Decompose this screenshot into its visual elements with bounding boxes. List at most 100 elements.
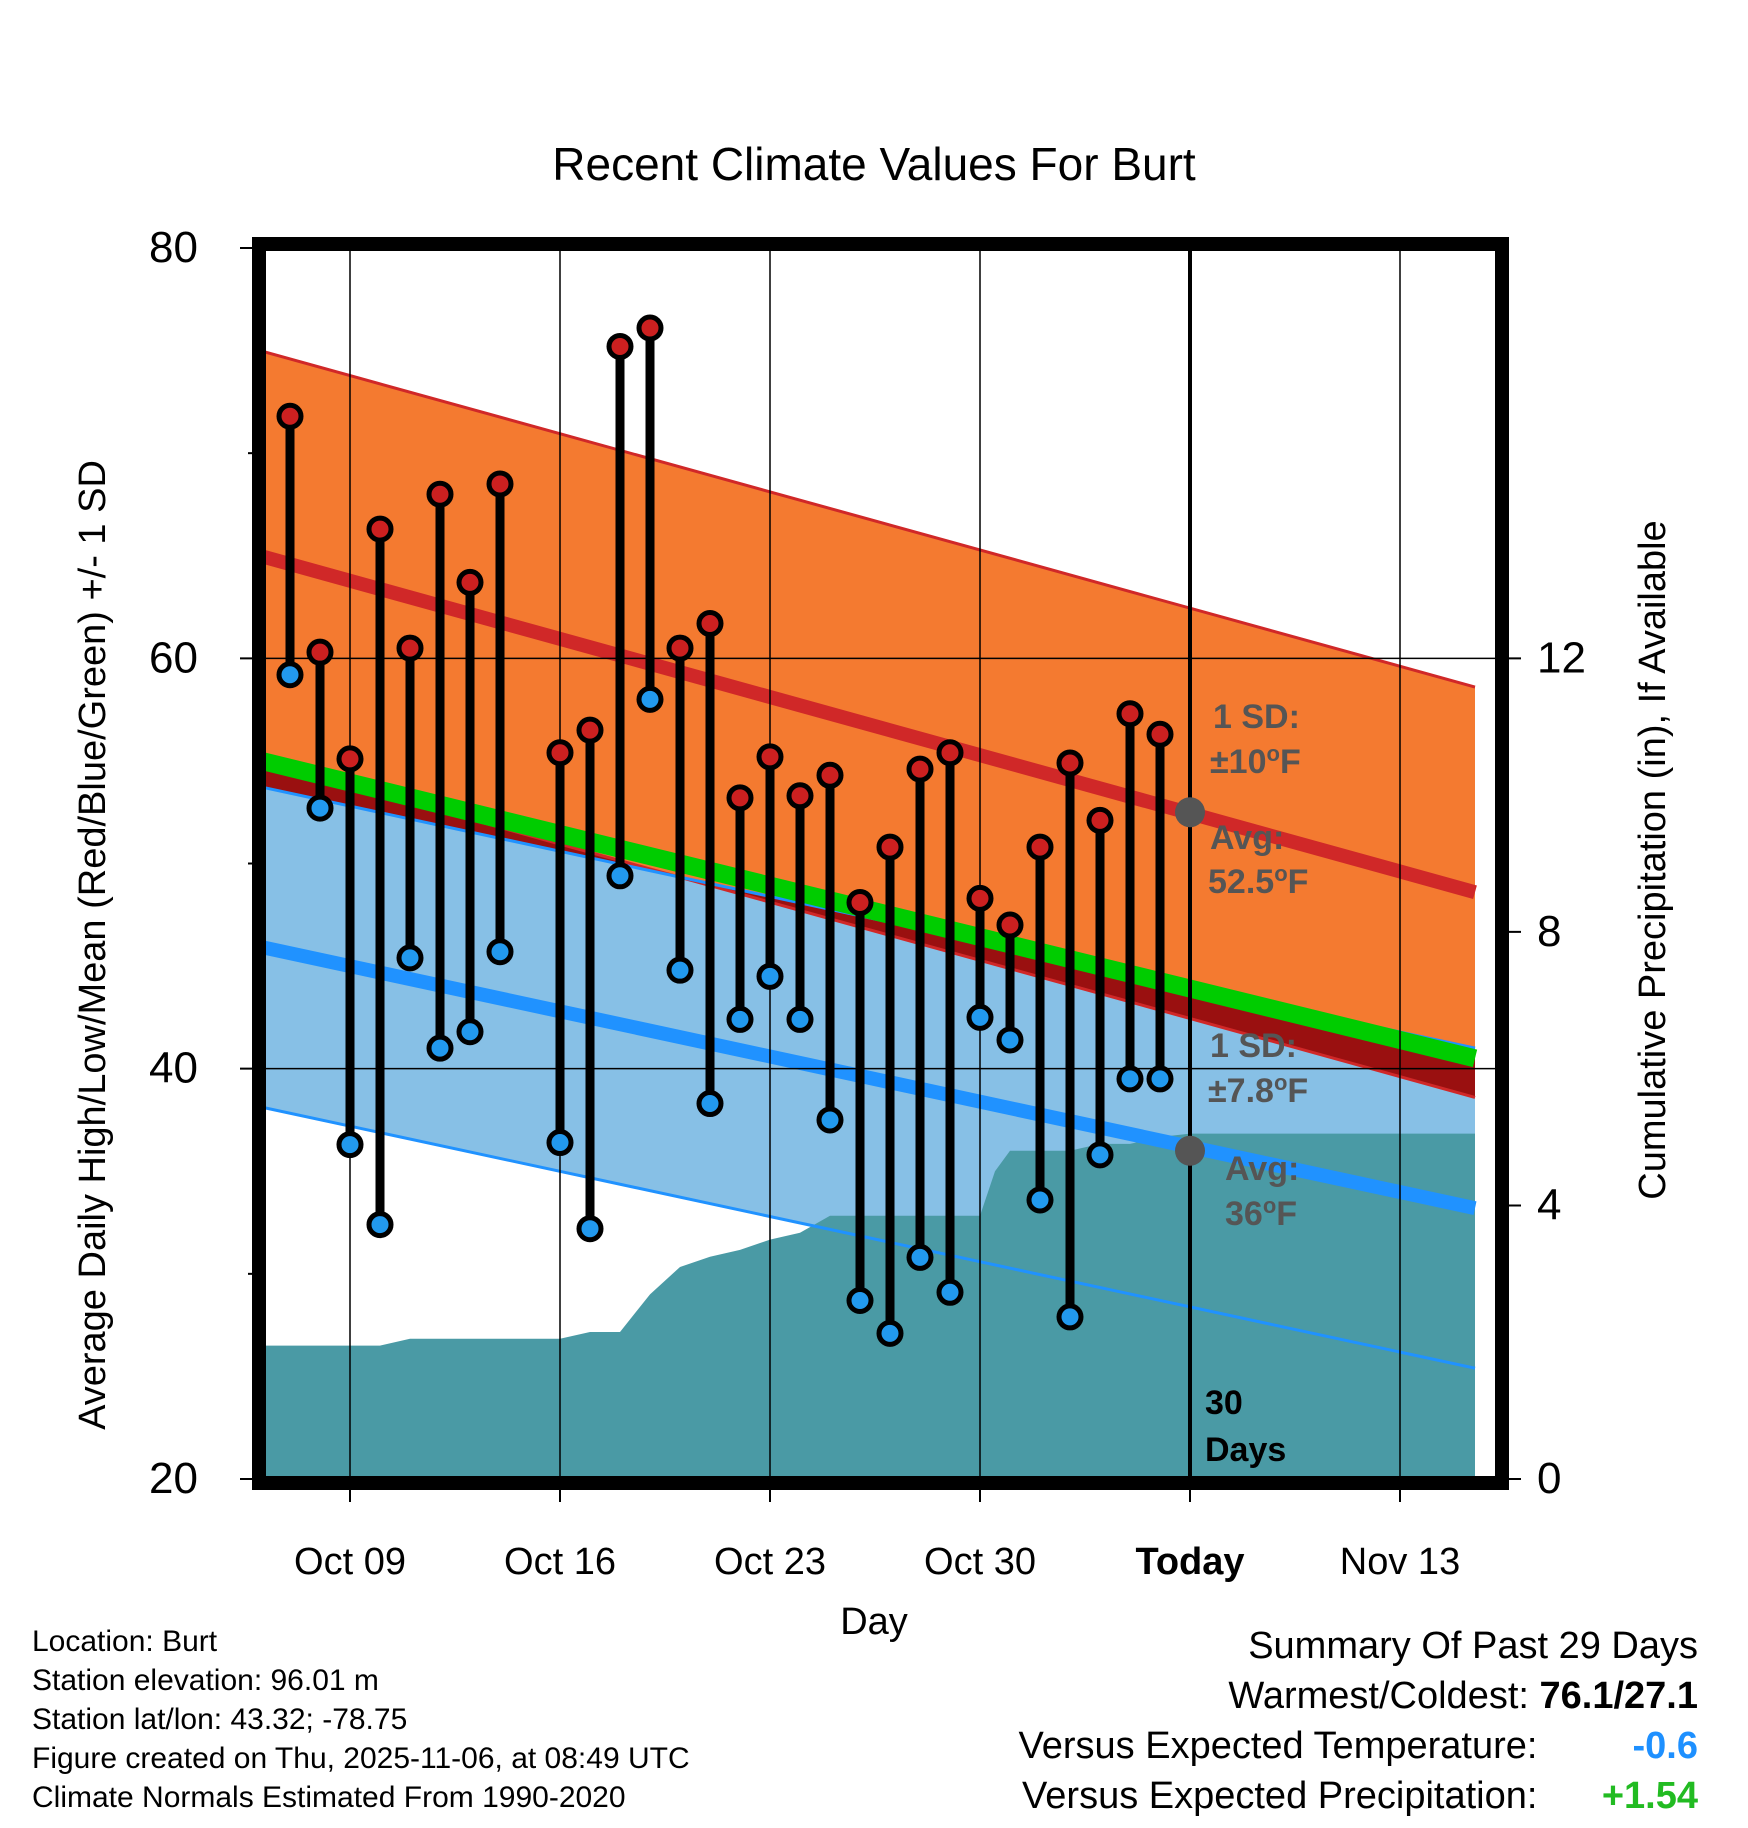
daily-high-point — [906, 755, 934, 783]
daily-high-point — [546, 739, 574, 767]
high-avg-value: 52.5 — [1208, 863, 1274, 901]
x-tick-label: Oct 09 — [294, 1541, 406, 1583]
daily-high-point — [456, 568, 484, 596]
daily-low-point — [576, 1215, 604, 1243]
y-tick-label: 20 — [149, 1454, 198, 1503]
daily-high-point — [816, 761, 844, 789]
daily-low-point — [426, 1034, 454, 1062]
summary-warm-cold: Warmest/Coldest: 76.1/27.1 — [1019, 1671, 1698, 1721]
x-tick-label: Today — [1135, 1541, 1244, 1583]
daily-high-point — [576, 716, 604, 744]
daily-high-point — [966, 884, 994, 912]
temp-label: Versus Expected Temperature: — [1018, 1725, 1538, 1767]
meta-normals: Climate Normals Estimated From 1990-2020 — [32, 1781, 626, 1814]
axes: 20 40 60 80 0 4 8 12 Oct 09 Oct 16 Oct 23 Oct 30 Tod… — [149, 223, 1586, 1583]
unit-letter: F — [1287, 1072, 1308, 1110]
plot-area — [263, 349, 1478, 1479]
high-sd-value: ±10 — [1210, 743, 1266, 781]
daily-high-point — [336, 745, 364, 773]
high-sd-title: 1 SD: — [1213, 698, 1300, 736]
y-tick-label: 60 — [149, 633, 198, 682]
daily-low-point — [876, 1319, 904, 1347]
daily-high-point — [726, 784, 754, 812]
low-sd-value: ±7.8 — [1208, 1072, 1274, 1110]
warm-cold-label: Warmest/Coldest: — [1228, 1675, 1529, 1717]
low-avg-marker — [1175, 1135, 1205, 1166]
x-tick-label: Nov 13 — [1340, 1541, 1460, 1583]
daily-low-point — [786, 1005, 814, 1033]
daily-low-point — [906, 1243, 934, 1271]
daily-high-point — [606, 332, 634, 360]
y-axis-label: Average Daily High/Low/Mean (Red/Blue/Gr… — [72, 460, 114, 1430]
days-word: Days — [1205, 1431, 1286, 1469]
daily-low-point — [696, 1090, 724, 1118]
daily-high-point — [426, 480, 454, 508]
precip-value: +1.54 — [1601, 1775, 1698, 1817]
daily-low-point — [816, 1106, 844, 1134]
daily-low-point — [306, 794, 334, 822]
daily-high-point — [846, 888, 874, 916]
daily-high-point — [936, 739, 964, 767]
daily-high-point — [1146, 720, 1174, 748]
low-sd-text: ±7.8oF — [1208, 1070, 1308, 1111]
daily-low-point — [636, 685, 664, 713]
x-tick-label: Oct 16 — [504, 1541, 616, 1583]
degree-sign: o — [1263, 1193, 1276, 1218]
unit-letter: F — [1276, 1195, 1297, 1233]
summary-temp: Versus Expected Temperature: -0.6 — [1019, 1721, 1698, 1771]
y2-axis-label: Cumulative Precipitation (in), If Availa… — [1632, 520, 1674, 1199]
daily-high-point — [756, 743, 784, 771]
daily-low-point — [1026, 1186, 1054, 1214]
daily-high-point — [306, 638, 334, 666]
daily-low-point — [336, 1131, 364, 1159]
low-avg-value: 36 — [1225, 1195, 1263, 1233]
daily-low-point — [366, 1211, 394, 1239]
high-avg-label: Avg: — [1210, 819, 1284, 857]
daily-low-point — [966, 1003, 994, 1031]
chart-title: Recent Climate Values For Burt — [552, 138, 1196, 190]
meta-created: Figure created on Thu, 2025-11-06, at 08… — [32, 1742, 690, 1775]
daily-low-point — [726, 1005, 754, 1033]
unit-letter: F — [1280, 743, 1301, 781]
high-avg-title: Avg: — [1210, 819, 1284, 857]
x-tick-label: Oct 30 — [924, 1541, 1036, 1583]
summary-title: Summary Of Past 29 Days — [1248, 1625, 1698, 1667]
daily-high-point — [486, 470, 514, 498]
y-tick-label: 40 — [149, 1044, 198, 1093]
daily-low-point — [396, 944, 424, 972]
temp-value: -0.6 — [1632, 1725, 1698, 1767]
low-avg-label: Avg: — [1225, 1150, 1299, 1188]
daily-high-point — [786, 782, 814, 810]
daily-low-point — [1056, 1303, 1084, 1331]
daily-low-point — [546, 1129, 574, 1157]
daily-low-point — [1146, 1065, 1174, 1093]
y2-tick-label: 0 — [1537, 1454, 1561, 1503]
degree-sign: o — [1274, 1070, 1287, 1095]
unit-letter: F — [1288, 863, 1309, 901]
daily-low-point — [606, 862, 634, 890]
high-avg-marker — [1175, 797, 1205, 828]
degree-sign: o — [1266, 741, 1279, 766]
high-sd-label: 1 SD: — [1213, 698, 1300, 736]
meta-location: Location: Burt — [32, 1625, 218, 1658]
meta-elevation: Station elevation: 96.01 m — [32, 1664, 379, 1697]
summary-panel: Summary Of Past 29 Days Warmest/Coldest:… — [1019, 1621, 1698, 1821]
y-tick-label: 80 — [149, 223, 198, 272]
x-axis-label: Day — [840, 1601, 908, 1643]
days-number: 30 — [1205, 1384, 1243, 1422]
high-avg-text: 52.5oF — [1208, 861, 1308, 902]
daily-high-point — [1056, 749, 1084, 777]
daily-low-point — [456, 1018, 484, 1046]
summary-precip: Versus Expected Precipitation: +1.54 — [1019, 1771, 1698, 1821]
days-count-label: 30 — [1205, 1384, 1243, 1422]
daily-high-point — [276, 402, 304, 430]
daily-low-point — [936, 1278, 964, 1306]
daily-points — [276, 314, 1174, 1347]
daily-high-point — [636, 314, 664, 342]
y2-tick-label: 4 — [1537, 1180, 1561, 1229]
daily-low-point — [666, 956, 694, 984]
warm-cold-value: 76.1/27.1 — [1539, 1675, 1698, 1717]
daily-high-point — [1086, 806, 1114, 834]
